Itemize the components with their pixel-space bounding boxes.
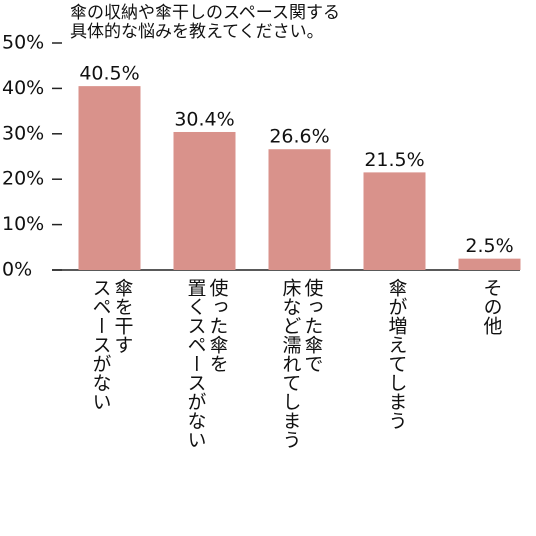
x-tick-label: 傘を干す スペースがない [89, 278, 134, 411]
y-tick-label: 20% [2, 168, 44, 190]
value-label: 2.5% [465, 235, 513, 257]
bar [363, 172, 426, 270]
x-tick-label: 傘が増えてしまう [385, 278, 408, 430]
value-label: 30.4% [174, 108, 234, 130]
bar [268, 149, 331, 270]
y-tick-label: 40% [2, 77, 44, 99]
x-tick-label: その他 [480, 278, 503, 335]
bar [173, 131, 236, 270]
value-label: 26.6% [269, 126, 329, 148]
bar [78, 86, 141, 270]
value-label: 21.5% [364, 149, 424, 171]
bar [458, 258, 521, 270]
y-tick-label: 0% [2, 259, 32, 281]
value-label: 40.5% [79, 63, 139, 85]
y-tick-label: 30% [2, 122, 44, 144]
y-tick-label: 10% [2, 213, 44, 235]
chart-title: 傘の収納や傘干しのスペース関する 具体的な悩みを教えてください。 [70, 3, 340, 42]
y-tick-label: 50% [2, 32, 44, 54]
x-tick-label: 使った傘を 置くスペースがない [184, 278, 229, 449]
x-tick-label: 使った傘で 床など濡れてしまう [279, 278, 324, 449]
